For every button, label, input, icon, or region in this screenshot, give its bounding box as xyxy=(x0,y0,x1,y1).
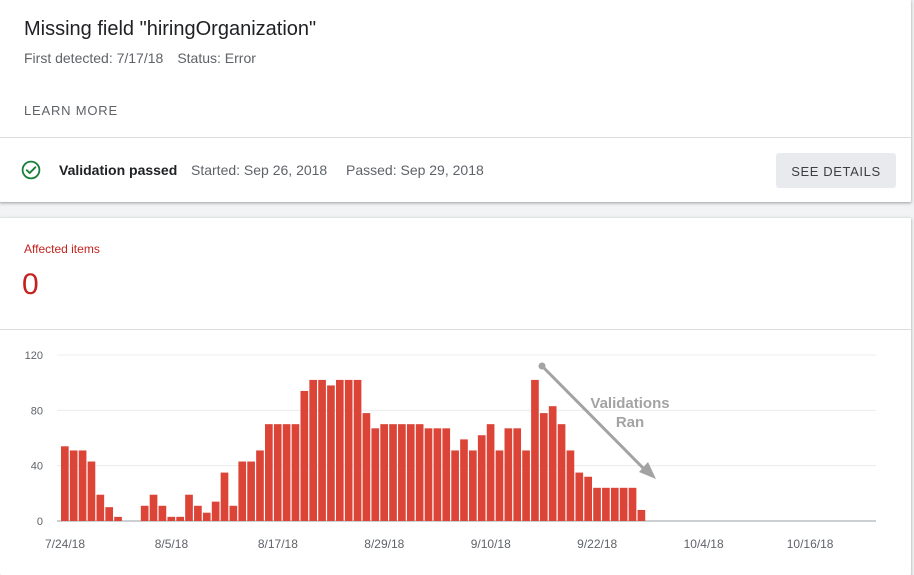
x-tick-label: 8/17/18 xyxy=(258,537,298,551)
chart-bar xyxy=(282,424,291,521)
chart-bar xyxy=(229,505,238,521)
chart-bar xyxy=(469,450,477,521)
chart-bar xyxy=(398,424,406,521)
chart-bar xyxy=(477,435,486,521)
divider xyxy=(0,329,911,330)
chart-bar xyxy=(114,516,122,521)
x-tick-label: 8/29/18 xyxy=(364,537,404,551)
chart-bar xyxy=(504,428,513,521)
chart-bar xyxy=(194,505,202,521)
affected-items-chart: 0 40 80 120 7/24/18 8/5/18 8/17/18 8/29/18 9/10/… xyxy=(25,350,876,551)
chart-bar xyxy=(486,424,495,521)
chart-bar xyxy=(610,487,619,521)
y-tick-label: 0 xyxy=(37,516,43,528)
chart-bar xyxy=(78,450,87,521)
first-detected-text: First detected: 7/17/18 xyxy=(24,50,164,66)
chart-bar xyxy=(291,424,300,521)
chart-bar xyxy=(344,379,353,521)
chart-bar xyxy=(96,494,105,521)
chart-bar xyxy=(380,424,388,521)
chart-bar xyxy=(256,450,264,521)
x-tick-label: 7/24/18 xyxy=(45,537,85,551)
issue-card: Missing field "hiringOrganization" First… xyxy=(0,0,911,202)
chart-bar xyxy=(318,379,326,521)
issue-meta: First detected: 7/17/18 Status: Error xyxy=(24,50,256,66)
annotation-arrow-line xyxy=(540,364,650,475)
chart-bar xyxy=(442,428,451,521)
chart-bar xyxy=(211,501,220,521)
chart-bar xyxy=(531,379,539,521)
chart-bar xyxy=(424,428,433,521)
chart-bar xyxy=(637,509,646,521)
chart-bar xyxy=(309,379,318,521)
chart-bar xyxy=(495,450,504,521)
validation-passed-text: Passed: Sep 29, 2018 xyxy=(346,162,484,178)
check-circle-icon xyxy=(21,160,41,180)
chart-bar xyxy=(185,494,193,521)
chart-bar xyxy=(140,505,149,521)
chart-bar xyxy=(353,379,362,521)
chart-bar xyxy=(513,428,522,521)
chart-bar xyxy=(539,413,548,521)
chart-bar xyxy=(149,494,158,521)
issue-title: Missing field "hiringOrganization" xyxy=(24,18,317,40)
validation-status-label: Validation passed xyxy=(59,162,178,178)
chart-bar xyxy=(273,424,282,521)
chart-bar xyxy=(247,461,255,521)
chart-bar xyxy=(433,428,442,521)
chart-bar xyxy=(415,424,424,521)
chart-bar xyxy=(451,450,459,521)
x-tick-label: 9/10/18 xyxy=(471,537,511,551)
validation-started-text: Started: Sep 26, 2018 xyxy=(191,162,328,178)
chart-bar xyxy=(602,487,610,521)
validation-row: Validation passed Started: Sep 26, 2018 … xyxy=(0,138,911,202)
divider xyxy=(0,137,911,138)
chart-bar xyxy=(327,385,335,521)
chart-bar xyxy=(557,424,566,521)
chart-bar xyxy=(548,406,557,521)
chart-bar xyxy=(87,461,96,521)
x-tick-label: 8/5/18 xyxy=(155,537,189,551)
chart-bar xyxy=(628,487,637,521)
affected-items-count: 0 xyxy=(22,268,39,301)
chart-bar xyxy=(238,461,247,521)
chart-bar xyxy=(69,450,78,521)
chart-bar xyxy=(522,450,530,521)
chart-bar xyxy=(300,390,309,521)
chart-bar xyxy=(371,428,380,521)
chart-bar xyxy=(389,424,397,521)
x-tick-label: 9/22/18 xyxy=(577,537,617,551)
see-details-button[interactable]: SEE DETAILS xyxy=(776,153,896,188)
status-text: Status: Error xyxy=(177,50,256,66)
chart-bar xyxy=(105,507,114,521)
affected-items-label: Affected items xyxy=(24,242,100,256)
chart-bar xyxy=(158,505,167,521)
x-tick-label: 10/16/18 xyxy=(787,537,834,551)
chart-bar xyxy=(202,512,211,521)
y-tick-label: 120 xyxy=(25,350,43,362)
annotation-text: Validations xyxy=(590,395,669,412)
annotation-arrowhead xyxy=(639,462,656,479)
chart-bar xyxy=(265,424,273,521)
chart-bar xyxy=(406,424,415,521)
chart-bar xyxy=(593,487,601,521)
chart-bar xyxy=(220,472,229,521)
x-tick-label: 10/4/18 xyxy=(684,537,724,551)
y-tick-label: 80 xyxy=(31,405,43,417)
chart-bar xyxy=(362,413,371,521)
chart-bar xyxy=(566,450,575,521)
chart-bar xyxy=(619,487,628,521)
y-tick-label: 40 xyxy=(31,461,43,473)
chart-bar xyxy=(167,516,176,521)
annotation-text: Ran xyxy=(616,414,644,431)
chart-bar xyxy=(176,516,184,521)
chart-bar xyxy=(61,446,69,521)
chart-bar xyxy=(460,439,468,521)
chart-bar xyxy=(575,472,584,521)
chart-bar xyxy=(335,379,344,521)
learn-more-link[interactable]: LEARN MORE xyxy=(24,103,118,118)
chart-bar xyxy=(584,476,592,521)
affected-items-card: Affected items 0 0 40 80 120 7/24/18 8/5/18 8/… xyxy=(0,218,911,575)
